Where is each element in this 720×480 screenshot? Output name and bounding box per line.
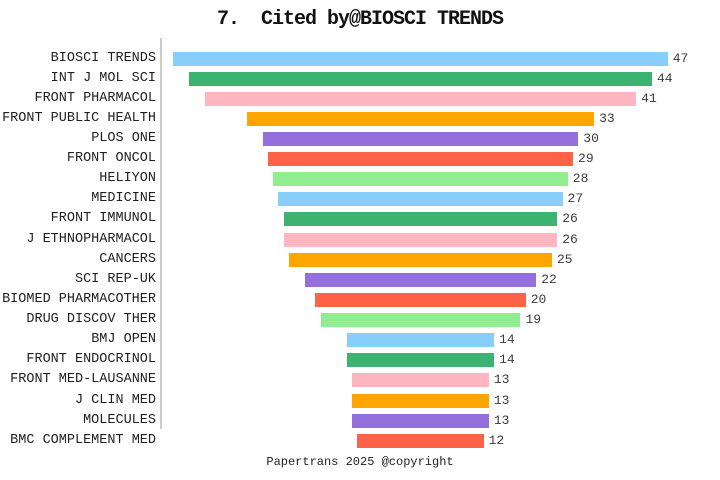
chart-row: HELIYON 28 [0,171,720,187]
chart-row: FRONT MED-LAUSANNE 13 [0,372,720,388]
category-label: PLOS ONE [91,130,156,146]
funnel-bar [246,111,595,126]
value-label: 26 [562,211,578,227]
chart-row: J ETHNOPHARMACOL 26 [0,231,720,247]
value-label: 33 [599,110,615,126]
category-label: J CLIN MED [74,392,156,408]
value-label: 22 [541,271,557,287]
chart-title: 7. Cited by@BIOSCI TRENDS [216,8,504,31]
chart-row: FRONT PUBLIC HEALTH 33 [0,110,720,126]
value-label: 13 [493,372,510,388]
funnel-bar [304,272,537,287]
funnel-bar [283,212,558,227]
chart-row: J CLIN MED 13 [0,392,720,408]
category-label: DRUG DISCOV THER [26,312,156,328]
chart-row: MOLECULES 13 [0,412,720,428]
copyright-caption: Papertrans 2025 @copyright [266,455,454,469]
funnel-bar [346,353,495,368]
funnel-bar [352,393,489,408]
category-label: BIOSCI TRENDS [50,50,156,66]
category-label: HELIYON [99,171,156,187]
chart-row: FRONT IMMUNOL 26 [0,211,720,227]
category-label: FRONT PUBLIC HEALTH [2,110,156,126]
value-label: 41 [641,90,657,106]
value-label: 27 [567,191,584,207]
funnel-bar [289,252,552,267]
funnel-bar [352,373,489,388]
value-label: 25 [557,251,573,267]
chart-row: FRONT ONCOL 29 [0,151,720,167]
funnel-bar [204,91,637,106]
value-label: 14 [499,352,515,368]
funnel-bar [346,333,495,348]
value-label: 12 [488,432,505,448]
category-label: J ETHNOPHARMACOL [26,231,156,247]
chart-row: BMC COMPLEMENT MED 12 [0,432,720,448]
funnel-bar [283,232,558,247]
funnel-bar [189,71,652,86]
chart-row: DRUG DISCOV THER 19 [0,312,720,328]
funnel-bar [352,413,489,428]
chart-row: FRONT PHARMACOL 41 [0,90,720,106]
funnel-bar [278,192,563,207]
value-label: 14 [499,332,515,348]
category-label: CANCERS [99,251,156,267]
funnel-bar [262,131,579,146]
category-label: FRONT IMMUNOL [50,211,156,227]
funnel-bar [273,172,568,187]
chart-row: FRONT ENDOCRINOL 14 [0,352,720,368]
value-label: 47 [672,50,689,66]
funnel-bar [320,313,521,328]
value-label: 19 [525,312,542,328]
category-label: INT J MOL SCI [50,70,156,86]
chart-row: BIOSCI TRENDS 47 [0,50,720,66]
chart-row: BMJ OPEN 14 [0,332,720,348]
chart-row: MEDICINE 27 [0,191,720,207]
funnel-bar [315,292,526,307]
value-label: 26 [562,231,578,247]
funnel-bar [173,51,668,66]
category-label: SCI REP-UK [74,271,156,287]
funnel-bar [267,152,574,167]
category-label: FRONT MED-LAUSANNE [10,372,156,388]
category-label: BMJ OPEN [91,332,156,348]
chart-row: BIOMED PHARMACOTHER 20 [0,291,720,307]
funnel-bar [357,433,484,448]
category-label: FRONT PHARMACOL [34,90,156,106]
value-label: 20 [530,291,547,307]
value-label: 28 [572,171,589,187]
value-label: 30 [583,130,599,146]
chart-row: PLOS ONE 30 [0,130,720,146]
chart-row: CANCERS 25 [0,251,720,267]
category-label: MEDICINE [91,191,156,207]
value-label: 29 [578,151,594,167]
value-label: 13 [493,412,510,428]
value-label: 13 [493,392,510,408]
chart-row: SCI REP-UK 22 [0,271,720,287]
category-label: FRONT ONCOL [66,151,156,167]
category-label: BIOMED PHARMACOTHER [2,291,156,307]
y-axis-line [160,38,162,429]
chart-row: INT J MOL SCI 44 [0,70,720,86]
category-label: BMC COMPLEMENT MED [10,432,156,448]
category-label: MOLECULES [83,412,156,428]
category-label: FRONT ENDOCRINOL [26,352,156,368]
value-label: 44 [656,70,673,86]
